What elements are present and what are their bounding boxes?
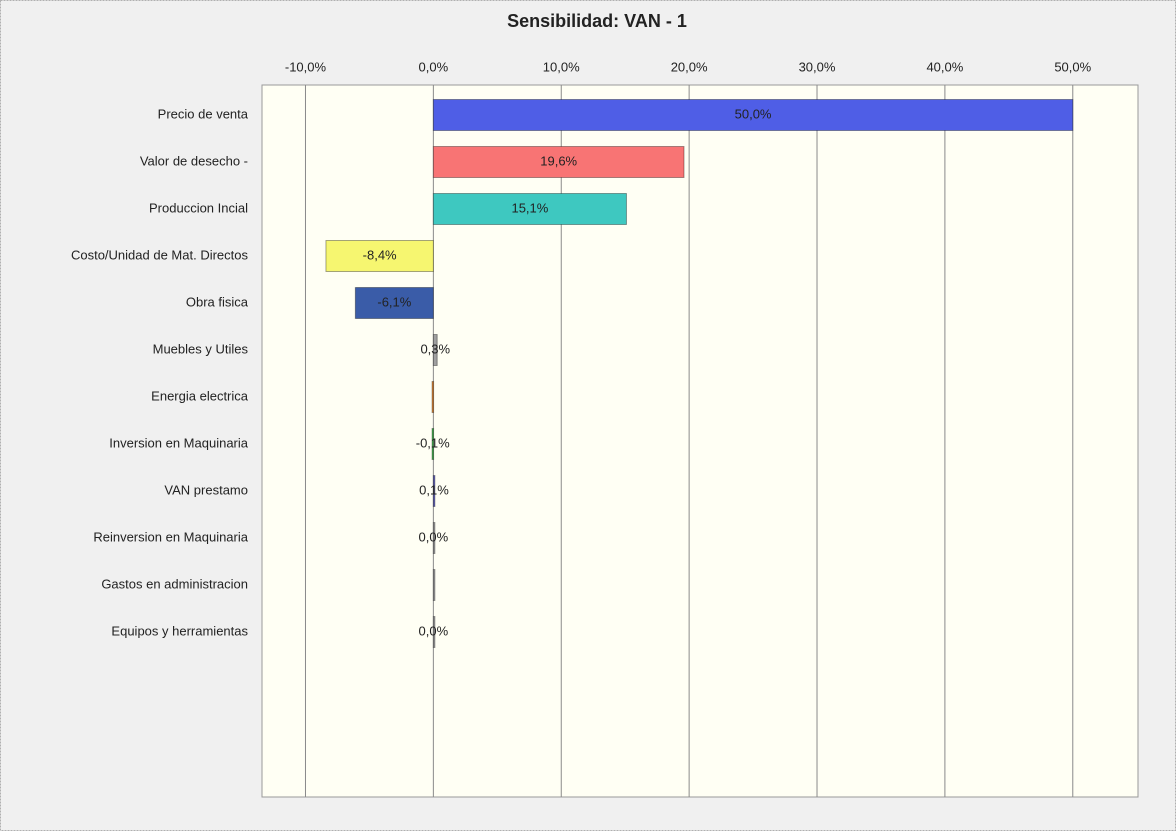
value-label: 0,1%	[419, 482, 449, 497]
y-tick-label: Costo/Unidad de Mat. Directos	[71, 247, 249, 262]
x-tick-label: 30,0%	[799, 59, 836, 74]
chart-title: Sensibilidad: VAN - 1	[507, 11, 687, 31]
x-tick-label: 10,0%	[543, 59, 580, 74]
value-label: 19,6%	[540, 153, 577, 168]
value-label: -6,1%	[377, 294, 411, 309]
bar	[325, 240, 434, 272]
value-label: -8,4%	[363, 247, 397, 262]
value-label: 0,3%	[420, 341, 450, 356]
y-tick-label: Valor de desecho -	[140, 153, 248, 168]
x-tick-label: 20,0%	[671, 59, 708, 74]
plot-area	[261, 84, 1139, 798]
value-label: 0,0%	[419, 529, 449, 544]
bar	[432, 193, 627, 225]
bar	[432, 522, 436, 554]
y-tick-label: Produccion Incial	[149, 200, 248, 215]
bar	[354, 287, 434, 319]
x-tick-label: -10,0%	[285, 59, 327, 74]
y-tick-label: Energia electrica	[151, 388, 249, 403]
value-label: 15,1%	[511, 200, 548, 215]
bar	[432, 334, 438, 366]
bar	[432, 569, 436, 601]
bar	[432, 475, 436, 507]
y-tick-label: VAN prestamo	[164, 482, 248, 497]
x-tick-label: 50,0%	[1054, 59, 1091, 74]
y-tick-label: Gastos en administracion	[101, 576, 248, 591]
y-tick-label: Precio de venta	[158, 106, 249, 121]
bar	[432, 616, 436, 648]
value-label: 0,0%	[419, 623, 449, 638]
bar	[432, 146, 685, 178]
y-tick-label: Muebles y Utiles	[153, 341, 249, 356]
y-tick-label: Obra fisica	[186, 294, 249, 309]
value-label: -0,1%	[416, 435, 450, 450]
x-tick-label: 40,0%	[926, 59, 963, 74]
bar	[432, 99, 1074, 131]
bar	[431, 381, 435, 413]
x-tick-label: 0,0%	[419, 59, 449, 74]
y-tick-label: Equipos y herramientas	[111, 623, 248, 638]
value-label: 50,0%	[735, 106, 772, 121]
bar	[431, 428, 435, 460]
y-tick-label: Reinversion en Maquinaria	[93, 529, 248, 544]
y-tick-label: Inversion en Maquinaria	[109, 435, 249, 450]
